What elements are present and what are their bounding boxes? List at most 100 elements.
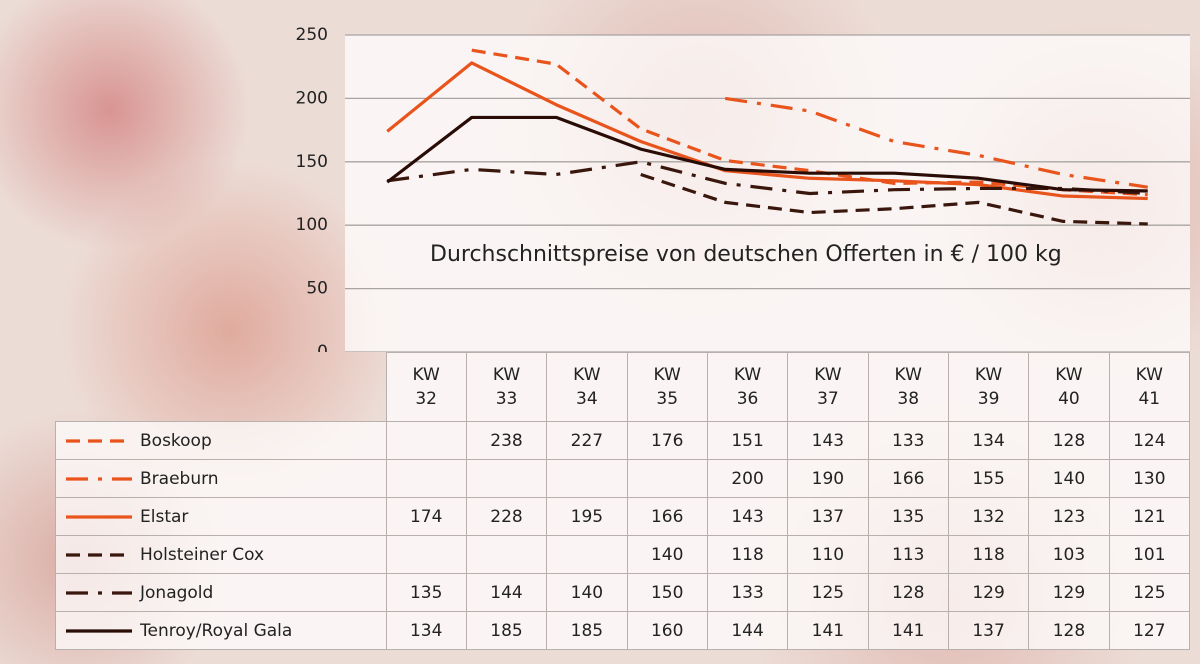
y-tick-label: 250: [296, 25, 328, 45]
legend-label: Holsteiner Cox: [140, 544, 265, 565]
value-cell: 141: [867, 611, 949, 650]
value-cell: 140: [626, 535, 708, 574]
row-label: Boskoop: [55, 421, 387, 460]
y-tick-label: 50: [306, 279, 328, 299]
legend-label: Jonagold: [140, 582, 214, 603]
value-cell: 125: [1108, 573, 1191, 612]
value-cell: 121: [1108, 497, 1191, 536]
column-header: KW 33: [465, 352, 548, 422]
value-cell: 103: [1028, 535, 1110, 574]
value-cell: 166: [626, 497, 708, 536]
column-header: KW 35: [626, 352, 708, 422]
data-row: Boskoop 238 227 176 151 143 133 134 128 124: [55, 421, 1191, 460]
legend-swatch: [66, 476, 132, 481]
data-row: Jonagold 135 144 140 150 133 125 128 129 129 125: [55, 573, 1191, 612]
annotation: Durchschnittspreise von deutschen Offert…: [430, 242, 1062, 267]
value-cell: 137: [787, 497, 869, 536]
y-tick-label: 200: [296, 88, 328, 108]
data-row: Elstar 174 228 195 166 143 137 135 132 123 121: [55, 497, 1191, 536]
value-cell: 155: [947, 459, 1030, 498]
blank-cell: [56, 353, 387, 422]
value-cell: 134: [947, 421, 1030, 460]
value-cell: 118: [947, 535, 1030, 574]
value-cell: 166: [867, 459, 949, 498]
legend-swatch: [66, 590, 132, 595]
value-cell: 113: [867, 535, 949, 574]
value-cell: 200: [706, 459, 789, 498]
value-cell: 141: [787, 611, 869, 650]
value-cell: 143: [706, 497, 789, 536]
value-cell: [385, 459, 467, 498]
legend-swatch: [66, 552, 132, 557]
column-header: KW 39: [947, 352, 1030, 422]
legend-label: Braeburn: [140, 468, 219, 489]
value-cell: 135: [867, 497, 949, 536]
plot-area: [345, 35, 1190, 352]
value-cell: 144: [465, 573, 548, 612]
series-line: [725, 96, 1148, 189]
value-cell: [465, 535, 548, 574]
legend-swatch: [66, 514, 132, 519]
value-cell: [546, 459, 628, 498]
value-cell: 133: [867, 421, 949, 460]
value-cell: 129: [1028, 573, 1110, 612]
value-cell: 118: [706, 535, 789, 574]
series-line: [640, 172, 1148, 226]
legend-swatch: [66, 628, 132, 633]
value-cell: 128: [867, 573, 949, 612]
column-header: KW 32: [385, 352, 467, 422]
y-tick-label: 150: [296, 152, 328, 172]
header-row: KW 32 KW 33 KW 34 KW 35 KW 36 KW 37 KW 38 KW 39…: [56, 352, 1191, 422]
value-cell: 238: [465, 421, 548, 460]
row-label: Braeburn: [55, 459, 387, 498]
value-cell: 137: [947, 611, 1030, 650]
value-cell: 135: [385, 573, 467, 612]
legend-label: Elstar: [140, 506, 189, 527]
value-cell: 125: [787, 573, 869, 612]
value-cell: 227: [546, 421, 628, 460]
chart: Durchschnittspreise von deutschen Offert…: [296, 25, 1190, 352]
value-cell: 101: [1108, 535, 1191, 574]
data-table: KW 32 KW 33 KW 34 KW 35 KW 36 KW 37 KW 38 KW 39…: [55, 352, 1191, 650]
row-label: Jonagold: [55, 573, 387, 612]
value-cell: 110: [787, 535, 869, 574]
series-line: [386, 61, 1148, 201]
value-cell: [465, 459, 548, 498]
column-header: KW 38: [867, 352, 949, 422]
legend-label: Boskoop: [140, 430, 212, 451]
value-cell: 151: [706, 421, 789, 460]
series-line: [386, 115, 1148, 193]
value-cell: 129: [947, 573, 1030, 612]
value-cell: 195: [546, 497, 628, 536]
value-cell: 134: [385, 611, 467, 650]
value-cell: [385, 421, 467, 460]
y-tick-label: 100: [296, 215, 328, 235]
row-label: Elstar: [55, 497, 387, 536]
value-cell: 128: [1028, 421, 1110, 460]
value-cell: 150: [626, 573, 708, 612]
value-cell: 143: [787, 421, 869, 460]
row-label: Holsteiner Cox: [55, 535, 387, 574]
row-label: Tenroy/Royal Gala: [55, 611, 387, 650]
value-cell: 174: [385, 497, 467, 536]
value-cell: 176: [626, 421, 708, 460]
data-row: Tenroy/Royal Gala 134 185 185 160 144 141 141 13…: [55, 611, 1191, 650]
legend-swatch: [66, 438, 132, 443]
column-header: KW 36: [706, 352, 789, 422]
value-cell: 130: [1108, 459, 1191, 498]
value-cell: 144: [706, 611, 789, 650]
value-cell: [546, 535, 628, 574]
series-line: [387, 160, 1148, 196]
value-cell: 123: [1028, 497, 1110, 536]
value-cell: 127: [1108, 611, 1191, 650]
value-cell: [385, 535, 467, 574]
legend-label: Tenroy/Royal Gala: [140, 620, 293, 641]
value-cell: 160: [626, 611, 708, 650]
value-cell: 124: [1108, 421, 1191, 460]
data-row: Holsteiner Cox 140 118 110 113 118 103 101: [55, 535, 1191, 574]
column-header: KW 40: [1028, 352, 1110, 422]
value-cell: 185: [546, 611, 628, 650]
value-cell: 132: [947, 497, 1030, 536]
data-row: Braeburn 200 190 166 155 140 130: [55, 459, 1191, 498]
